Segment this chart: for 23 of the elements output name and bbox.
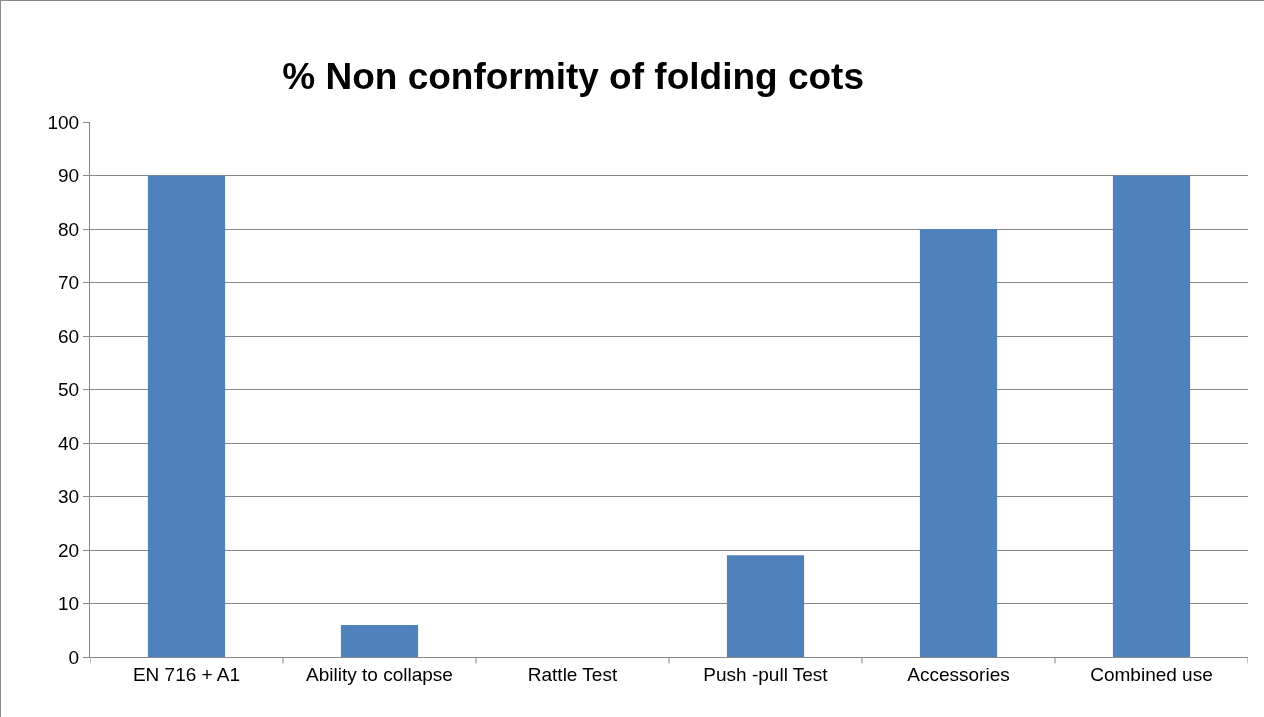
y-tick-label: 30 (58, 486, 80, 508)
y-tick-label: 90 (58, 165, 80, 187)
y-tick-label: 0 (68, 646, 80, 668)
y-tick-label: 10 (58, 593, 80, 615)
y-tick-label: 40 (58, 432, 80, 454)
y-tick-label: 60 (58, 325, 80, 347)
bar (340, 624, 419, 657)
bar (919, 229, 998, 657)
x-tick-label: EN 716 + A1 (132, 663, 241, 685)
y-tick-label: 70 (58, 272, 80, 294)
chart-title: % Non conformity of folding cots (282, 56, 864, 98)
x-tick-label: Rattle Test (527, 663, 618, 685)
y-tick-label: 100 (47, 111, 80, 133)
y-tick-label: 80 (58, 218, 80, 240)
x-tick-label: Combined use (1090, 663, 1213, 685)
bar (1112, 175, 1191, 657)
x-tick-label: Push -pull Test (703, 663, 829, 685)
bar (147, 175, 226, 657)
x-tick-label: Ability to collapse (306, 663, 453, 685)
y-tick-label: 50 (58, 379, 80, 401)
bar (726, 555, 805, 657)
y-tick-label: 20 (58, 539, 80, 561)
x-tick-label: Accessories (907, 663, 1010, 685)
